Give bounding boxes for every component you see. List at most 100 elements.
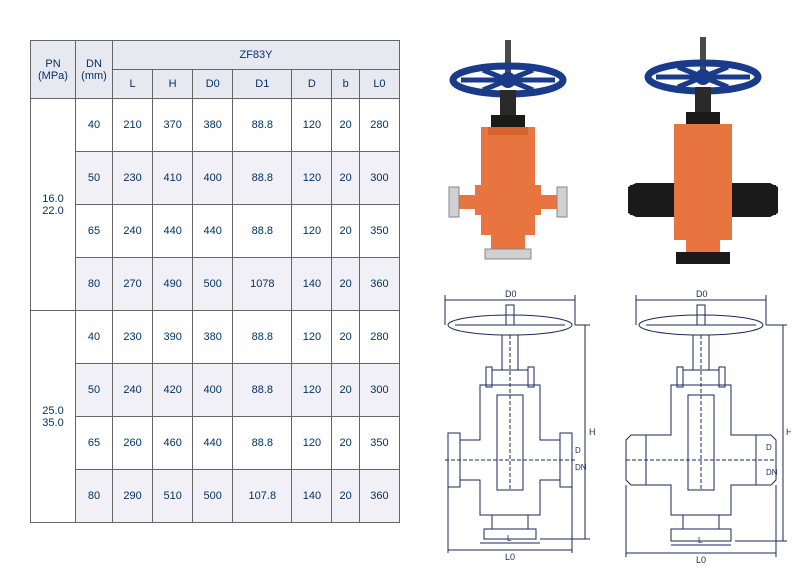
cell-H: 370 [153,99,193,152]
header-pn: PN (MPa) [31,41,76,99]
cell-D1: 88.8 [233,311,292,364]
svg-text:D: D [575,446,581,455]
table-row: 25.0 35.04023039038088.812020280 [31,311,400,364]
cell-D: 120 [292,364,332,417]
table-row: 5024042040088.812020300 [31,364,400,417]
cell-L: 240 [113,364,153,417]
cell-D: 120 [292,152,332,205]
svg-text:DN: DN [575,463,587,472]
header-D: D [292,70,332,99]
table-row: 80270490500107814020360 [31,258,400,311]
header-H: H [153,70,193,99]
cell-dn: 40 [76,311,113,364]
cell-D0: 380 [193,99,233,152]
valve-photo-2 [628,35,778,275]
cell-D: 140 [292,470,332,523]
cell-D: 120 [292,311,332,364]
cell-D1: 88.8 [233,205,292,258]
svg-text:H: H [786,427,791,437]
cell-b: 20 [332,364,359,417]
cell-D1: 88.8 [233,364,292,417]
technical-diagram-1: D0 [420,285,600,565]
cell-b: 20 [332,152,359,205]
cell-L: 240 [113,205,153,258]
header-zf: ZF83Y [113,41,400,70]
cell-b: 20 [332,470,359,523]
cell-D0: 440 [193,417,233,470]
cell-dn: 65 [76,205,113,258]
table-row: 5023041040088.812020300 [31,152,400,205]
cell-b: 20 [332,258,359,311]
cell-dn: 50 [76,152,113,205]
cell-L: 270 [113,258,153,311]
cell-dn: 80 [76,258,113,311]
cell-D1: 1078 [233,258,292,311]
table-row: 6524044044088.812020350 [31,205,400,258]
cell-D0: 400 [193,364,233,417]
cell-dn: 80 [76,470,113,523]
header-L: L [113,70,153,99]
cell-pn: 16.0 22.0 [31,99,76,311]
cell-D1: 107.8 [233,470,292,523]
svg-text:L: L [507,534,512,543]
table-row: 80290510500107.814020360 [31,470,400,523]
svg-text:H: H [589,427,596,437]
svg-text:DN: DN [766,468,778,477]
cell-L0: 300 [359,364,399,417]
svg-text:L0: L0 [505,552,515,562]
cell-D0: 500 [193,470,233,523]
table-row: 16.0 22.04021037038088.812020280 [31,99,400,152]
cell-H: 490 [153,258,193,311]
cell-L: 230 [113,311,153,364]
cell-D: 140 [292,258,332,311]
cell-b: 20 [332,417,359,470]
cell-L0: 360 [359,470,399,523]
cell-H: 510 [153,470,193,523]
header-D0: D0 [193,70,233,99]
svg-text:L0: L0 [696,555,706,565]
cell-L0: 350 [359,205,399,258]
cell-D1: 88.8 [233,99,292,152]
cell-L0: 350 [359,417,399,470]
cell-L: 210 [113,99,153,152]
cell-L: 230 [113,152,153,205]
svg-text:L: L [698,536,703,545]
cell-dn: 65 [76,417,113,470]
cell-D: 120 [292,205,332,258]
cell-pn: 25.0 35.0 [31,311,76,523]
cell-H: 460 [153,417,193,470]
svg-text:D0: D0 [505,289,517,299]
spec-table: PN (MPa) DN (mm) ZF83Y LHD0D1DbL0 16.0 2… [30,40,400,523]
table-panel: PN (MPa) DN (mm) ZF83Y LHD0D1DbL0 16.0 2… [10,10,400,565]
cell-L0: 360 [359,258,399,311]
cell-D: 120 [292,417,332,470]
svg-text:D0: D0 [696,289,708,299]
technical-diagram-2: D0 [611,285,791,565]
cell-D0: 500 [193,258,233,311]
header-L0: L0 [359,70,399,99]
cell-D1: 88.8 [233,152,292,205]
svg-text:D: D [766,443,772,452]
cell-b: 20 [332,99,359,152]
cell-H: 440 [153,205,193,258]
cell-dn: 50 [76,364,113,417]
cell-L0: 300 [359,152,399,205]
images-panel: D0 [420,10,791,565]
cell-D0: 400 [193,152,233,205]
valve-photo-1 [433,35,583,275]
cell-b: 20 [332,205,359,258]
cell-D1: 88.8 [233,417,292,470]
cell-dn: 40 [76,99,113,152]
header-b: b [332,70,359,99]
cell-L0: 280 [359,99,399,152]
cell-L0: 280 [359,311,399,364]
cell-b: 20 [332,311,359,364]
header-dn: DN (mm) [76,41,113,99]
header-D1: D1 [233,70,292,99]
cell-H: 410 [153,152,193,205]
table-row: 6526046044088.812020350 [31,417,400,470]
cell-D0: 440 [193,205,233,258]
cell-L: 290 [113,470,153,523]
cell-L: 260 [113,417,153,470]
cell-H: 420 [153,364,193,417]
